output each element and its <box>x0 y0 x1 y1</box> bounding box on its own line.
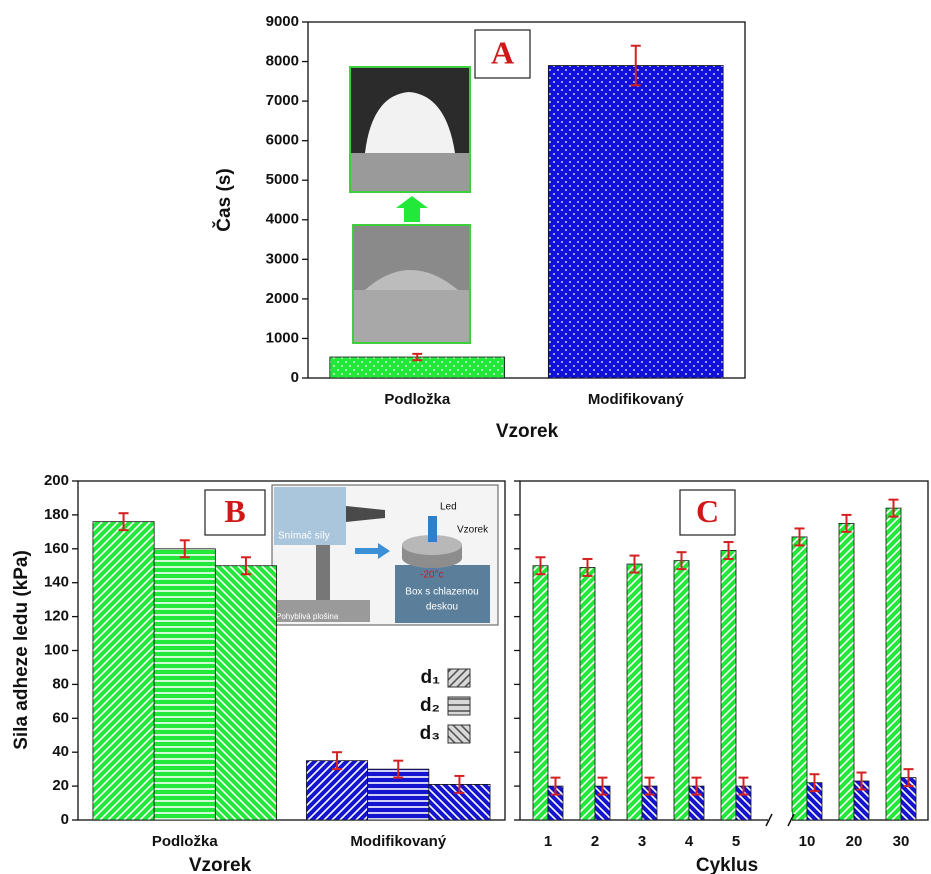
panel-label: C <box>696 493 719 529</box>
legend-swatch <box>448 669 470 687</box>
x-axis-label: Vzorek <box>189 855 252 874</box>
x-tick-label: 2 <box>591 833 599 850</box>
inset-text: Snímač síly <box>278 531 330 542</box>
y-axis-label: Sila adheze ledu (kPa) <box>11 550 32 750</box>
inset-text: Vzorek <box>457 525 489 536</box>
y-tick-label: 140 <box>44 574 69 591</box>
y-axis-label: Čas (s) <box>213 168 235 231</box>
inset-diagram: Snímač síly Led Vzorek -20°c Box s chlaz… <box>272 485 498 625</box>
y-tick-label: 4000 <box>266 211 299 228</box>
bar <box>215 566 276 820</box>
bar <box>839 523 854 820</box>
y-tick-label: 0 <box>61 811 69 828</box>
bar <box>548 66 723 378</box>
legend-label: d₁ <box>421 667 441 688</box>
y-tick-label: 5000 <box>266 171 299 188</box>
bar <box>154 549 215 820</box>
x-tick-label: 3 <box>638 833 646 850</box>
y-tick-label: 100 <box>44 641 69 658</box>
y-tick-label: 7000 <box>266 92 299 109</box>
legend-swatch <box>448 697 470 715</box>
x-tick-label: 5 <box>732 833 740 850</box>
y-tick-label: 80 <box>52 675 69 692</box>
y-tick-label: 120 <box>44 608 69 625</box>
bar <box>580 567 595 820</box>
legend-label: d₃ <box>420 723 440 744</box>
y-tick-label: 20 <box>52 777 69 794</box>
y-tick-label: 1000 <box>266 329 299 346</box>
bar <box>792 537 807 820</box>
figure: Snímač síly Led Vzorek -20°c Box s chlaz… <box>0 0 931 874</box>
y-tick-label: 9000 <box>266 13 299 30</box>
inset-text: Led <box>440 502 457 513</box>
x-tick-label: 1 <box>544 833 552 850</box>
bar <box>721 550 736 820</box>
bar <box>533 566 548 820</box>
x-axis-label: Vzorek <box>496 421 559 442</box>
y-tick-label: 160 <box>44 540 69 557</box>
y-tick-label: 6000 <box>266 132 299 149</box>
x-tick-label: 10 <box>799 833 816 850</box>
x-axis-label: Cyklus <box>696 855 758 874</box>
x-tick-label: 20 <box>846 833 863 850</box>
y-tick-label: 180 <box>44 506 69 523</box>
x-tick-label: Podložka <box>152 833 219 850</box>
x-tick-label: Modifikovaný <box>350 833 447 850</box>
bar <box>886 508 901 820</box>
bar <box>93 522 154 820</box>
axis-break <box>766 812 794 826</box>
y-tick-label: 60 <box>52 709 69 726</box>
y-tick-label: 200 <box>44 472 69 489</box>
legend-label: d₂ <box>420 695 440 716</box>
bar <box>674 561 689 820</box>
x-tick-label: 30 <box>893 833 910 850</box>
x-tick-label: Podložka <box>384 391 451 408</box>
inset-text: deskou <box>426 602 458 613</box>
y-tick-label: 3000 <box>266 250 299 267</box>
y-tick-label: 40 <box>52 743 69 760</box>
legend-swatch <box>448 725 470 743</box>
inset-text: Pohyblivá plošina <box>276 612 339 621</box>
y-tick-label: 0 <box>291 369 299 386</box>
y-tick-label: 2000 <box>266 290 299 307</box>
panel-label: B <box>224 493 245 529</box>
x-tick-label: 4 <box>685 833 694 850</box>
bar <box>627 564 642 820</box>
x-tick-label: Modifikovaný <box>588 391 685 408</box>
panel-label: A <box>491 34 514 70</box>
y-tick-label: 8000 <box>266 53 299 70</box>
inset-text: -20°c <box>420 570 443 581</box>
inset-text: Box s chlazenou <box>405 587 478 598</box>
